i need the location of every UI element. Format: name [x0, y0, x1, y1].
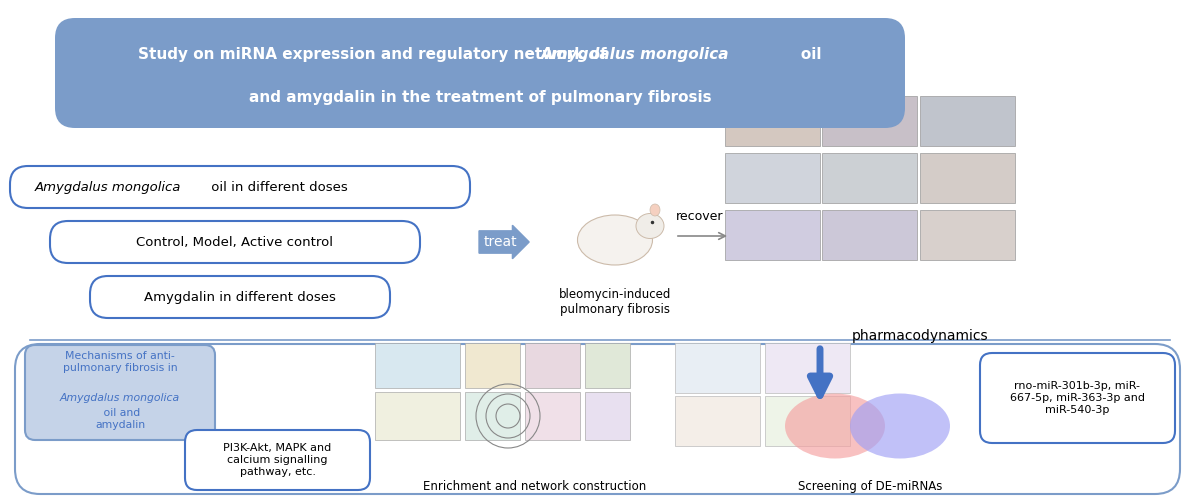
FancyBboxPatch shape — [90, 276, 390, 318]
Bar — [725, 96, 820, 146]
Bar — [822, 96, 917, 146]
Text: Study on miRNA expression and regulatory network of                             : Study on miRNA expression and regulatory… — [138, 47, 822, 62]
Bar — [920, 210, 1015, 260]
Text: Control, Model, Active control: Control, Model, Active control — [137, 236, 334, 249]
Bar — [920, 96, 1015, 146]
Text: and amygdalin in the treatment of pulmonary fibrosis: and amygdalin in the treatment of pulmon… — [248, 90, 712, 105]
Text: Screening of DE-miRNAs: Screening of DE-miRNAs — [798, 480, 942, 493]
Ellipse shape — [577, 215, 653, 265]
Text: bleomycin-induced
pulmonary fibrosis: bleomycin-induced pulmonary fibrosis — [559, 288, 671, 316]
Bar — [526, 392, 580, 440]
Bar — [374, 392, 460, 440]
Bar — [586, 343, 630, 388]
Ellipse shape — [636, 214, 664, 239]
Text: Mechanisms of anti-
pulmonary fibrosis in: Mechanisms of anti- pulmonary fibrosis i… — [62, 351, 178, 373]
Text: recover: recover — [677, 210, 724, 223]
FancyBboxPatch shape — [55, 18, 905, 128]
FancyBboxPatch shape — [50, 221, 420, 263]
Bar — [466, 343, 520, 388]
Bar — [526, 343, 580, 388]
Bar — [920, 153, 1015, 203]
Text: PI3K-Akt, MAPK and
calcium signalling
pathway, etc.: PI3K-Akt, MAPK and calcium signalling pa… — [223, 443, 331, 477]
Bar — [822, 153, 917, 203]
Bar — [725, 153, 820, 203]
Bar — [374, 343, 460, 388]
Bar — [822, 210, 917, 260]
FancyBboxPatch shape — [25, 345, 215, 440]
Bar — [466, 392, 520, 440]
Bar — [586, 392, 630, 440]
Bar — [674, 343, 760, 393]
Bar — [766, 343, 850, 393]
Text: rno-miR-301b-3p, miR-
667-5p, miR-363-3p and
miR-540-3p: rno-miR-301b-3p, miR- 667-5p, miR-363-3p… — [1010, 381, 1145, 415]
Ellipse shape — [650, 204, 660, 216]
Bar — [725, 210, 820, 260]
Text: Enrichment and network construction: Enrichment and network construction — [424, 480, 647, 493]
Text: Amygdalus mongolica: Amygdalus mongolica — [541, 47, 730, 62]
Bar — [766, 396, 850, 446]
Text: pharmacodynamics: pharmacodynamics — [852, 329, 989, 343]
Text: Amygdalus mongolica: Amygdalus mongolica — [60, 393, 180, 403]
FancyBboxPatch shape — [185, 430, 370, 490]
Text: treat: treat — [484, 235, 517, 249]
FancyBboxPatch shape — [980, 353, 1175, 443]
Ellipse shape — [785, 393, 886, 459]
Text: Amygdalin in different doses: Amygdalin in different doses — [144, 290, 336, 303]
Text: oil in different doses: oil in different doses — [206, 180, 348, 194]
FancyBboxPatch shape — [14, 344, 1180, 494]
Bar — [674, 396, 760, 446]
Text: oil and
amydalin: oil and amydalin — [95, 408, 145, 430]
Ellipse shape — [850, 393, 950, 459]
FancyBboxPatch shape — [10, 166, 470, 208]
Text: Amygdalus mongolica: Amygdalus mongolica — [35, 180, 181, 194]
